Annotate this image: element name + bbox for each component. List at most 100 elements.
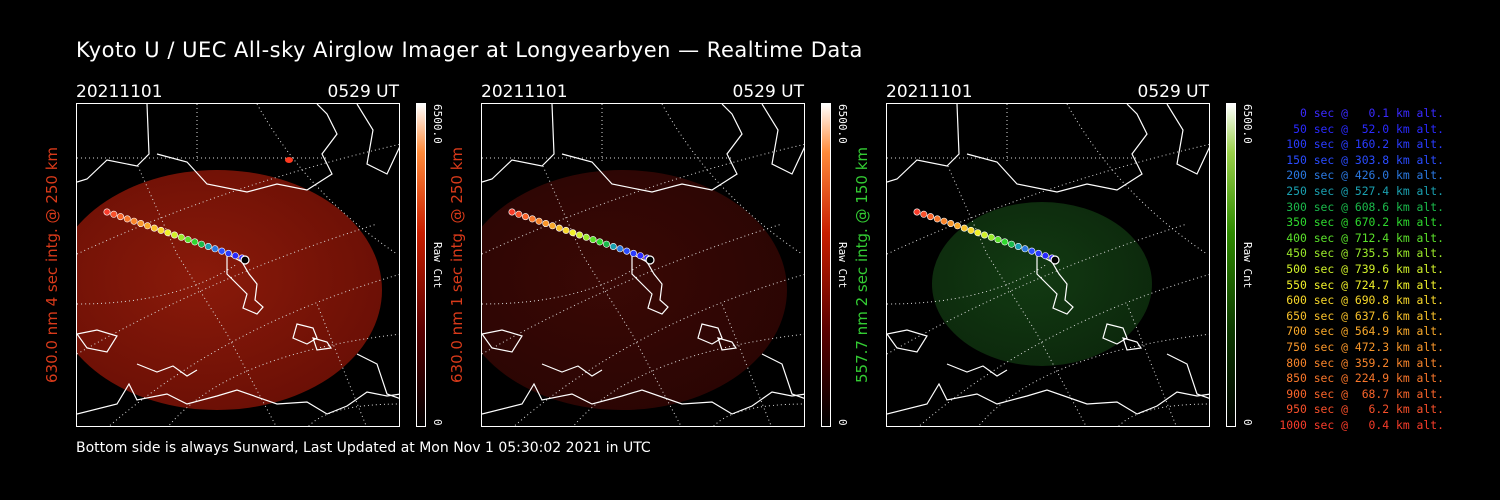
legend-row: 450 sec @ 735.5 km alt.: [1279, 246, 1444, 261]
trajectory-point: [947, 220, 955, 228]
trajectory-point: [211, 245, 219, 253]
colorbar: [416, 103, 426, 427]
trajectory-point: [184, 236, 192, 244]
trajectory-point: [218, 247, 226, 255]
trajectory-point: [630, 249, 638, 257]
trajectory-point: [231, 252, 239, 260]
allsky-map: [77, 104, 399, 426]
legend-row: 600 sec @ 690.8 km alt.: [1279, 293, 1444, 308]
colorbar-max-label: 6500.0: [836, 104, 849, 144]
trajectory-point: [1041, 252, 1049, 260]
panel-wavelength-label: 630.0 nm 4 sec intg. @ 250 km: [43, 146, 61, 384]
trajectory-point: [981, 231, 989, 239]
trajectory-point: [191, 238, 199, 246]
trajectory-point: [528, 215, 536, 223]
trajectory-point: [1021, 245, 1029, 253]
airglow-panel-630-1s: 20211101 0529 UT 630.0 nm 1 sec intg. @ …: [448, 82, 881, 432]
panel-wavelength-label: 557.7 nm 2 sec intg. @ 150 km: [853, 146, 871, 384]
legend-row: 200 sec @ 426.0 km alt.: [1279, 168, 1444, 183]
legend-row: 950 sec @ 6.2 km alt.: [1279, 402, 1444, 417]
trajectory-point: [542, 220, 550, 228]
trajectory-point: [569, 229, 577, 237]
allsky-image: [481, 103, 805, 427]
legend-row: 800 sec @ 359.2 km alt.: [1279, 355, 1444, 370]
legend-row: 400 sec @ 712.4 km alt.: [1279, 230, 1444, 245]
trajectory-altitude-legend: 0 sec @ 0.1 km alt. 50 sec @ 52.0 km alt…: [1262, 106, 1444, 433]
trajectory-point: [515, 210, 523, 218]
trajectory-point: [609, 243, 617, 251]
trajectory-point: [1014, 243, 1022, 251]
legend-row: 100 sec @ 160.2 km alt.: [1279, 137, 1444, 152]
legend-row: 350 sec @ 670.2 km alt.: [1279, 215, 1444, 230]
footer-status: Bottom side is always Sunward, Last Upda…: [76, 440, 651, 456]
trajectory-point: [994, 236, 1002, 244]
colorbar: [1226, 103, 1236, 427]
colorbar-min-label: 0: [1241, 419, 1254, 426]
allsky-map: [482, 104, 804, 426]
trajectory-point: [913, 208, 921, 216]
station-marker: [645, 255, 655, 265]
trajectory-point: [562, 226, 570, 234]
trajectory-point: [521, 213, 529, 221]
legend-row: 250 sec @ 527.4 km alt.: [1279, 183, 1444, 198]
trajectory-point: [920, 210, 928, 218]
legend-row: 900 sec @ 68.7 km alt.: [1279, 386, 1444, 401]
trajectory-point: [123, 215, 131, 223]
trajectory-point: [616, 245, 624, 253]
trajectory-point: [164, 229, 172, 237]
trajectory-point: [555, 224, 563, 232]
legend-row: 700 sec @ 564.9 km alt.: [1279, 324, 1444, 339]
legend-row: 0 sec @ 0.1 km alt.: [1279, 106, 1444, 120]
trajectory-point: [225, 249, 233, 257]
trajectory-point: [177, 233, 185, 241]
panel-time: 0529 UT: [327, 82, 400, 102]
trajectory-point: [116, 213, 124, 221]
panel-time: 0529 UT: [1137, 82, 1210, 102]
allsky-image: [76, 103, 400, 427]
trajectory-point: [198, 240, 206, 248]
trajectory-point: [204, 243, 212, 251]
trajectory-point: [940, 217, 948, 225]
trajectory-point: [974, 229, 982, 237]
trajectory-point: [582, 233, 590, 241]
colorbar-max-label: 6500.0: [431, 104, 444, 144]
trajectory-point: [137, 220, 145, 228]
panel-date: 20211101: [886, 82, 973, 102]
legend-row: 850 sec @ 224.9 km alt.: [1279, 371, 1444, 386]
trajectory-point: [603, 240, 611, 248]
trajectory-point: [967, 226, 975, 234]
trajectory-point: [171, 231, 179, 239]
station-marker: [240, 255, 250, 265]
trajectory-point: [150, 224, 158, 232]
trajectory-point: [103, 208, 111, 216]
airglow-panel-557-2s: 20211101 0529 UT 557.7 nm 2 sec intg. @ …: [853, 82, 1286, 432]
page-title: Kyoto U / UEC All-sky Airglow Imager at …: [76, 38, 863, 62]
trajectory-point: [1008, 240, 1016, 248]
trajectory-point: [130, 217, 138, 225]
trajectory-point: [636, 252, 644, 260]
trajectory-point: [157, 226, 165, 234]
trajectory-point: [1028, 247, 1036, 255]
station-marker: [1050, 255, 1060, 265]
allsky-image: [886, 103, 1210, 427]
allsky-map: [887, 104, 1209, 426]
trajectory-point: [623, 247, 631, 255]
panel-date: 20211101: [76, 82, 163, 102]
trajectory-point: [1035, 249, 1043, 257]
trajectory-point: [144, 222, 152, 230]
panel-date: 20211101: [481, 82, 568, 102]
legend-row: 500 sec @ 739.6 km alt.: [1279, 261, 1444, 276]
trajectory-point: [589, 236, 597, 244]
colorbar-unit-label: Raw Cnt: [836, 242, 849, 289]
legend-row: 650 sec @ 637.6 km alt.: [1279, 308, 1444, 323]
legend-row: 1000 sec @ 0.4 km alt.: [1279, 417, 1444, 432]
trajectory-point: [576, 231, 584, 239]
trajectory-point: [1001, 238, 1009, 246]
legend-row: 300 sec @ 608.6 km alt.: [1279, 199, 1444, 214]
legend-row: 750 sec @ 472.3 km alt.: [1279, 339, 1444, 354]
colorbar-min-label: 0: [836, 419, 849, 426]
trajectory-point: [596, 238, 604, 246]
panel-time: 0529 UT: [732, 82, 805, 102]
trajectory-point: [933, 215, 941, 223]
legend-row: 50 sec @ 52.0 km alt.: [1279, 121, 1444, 136]
